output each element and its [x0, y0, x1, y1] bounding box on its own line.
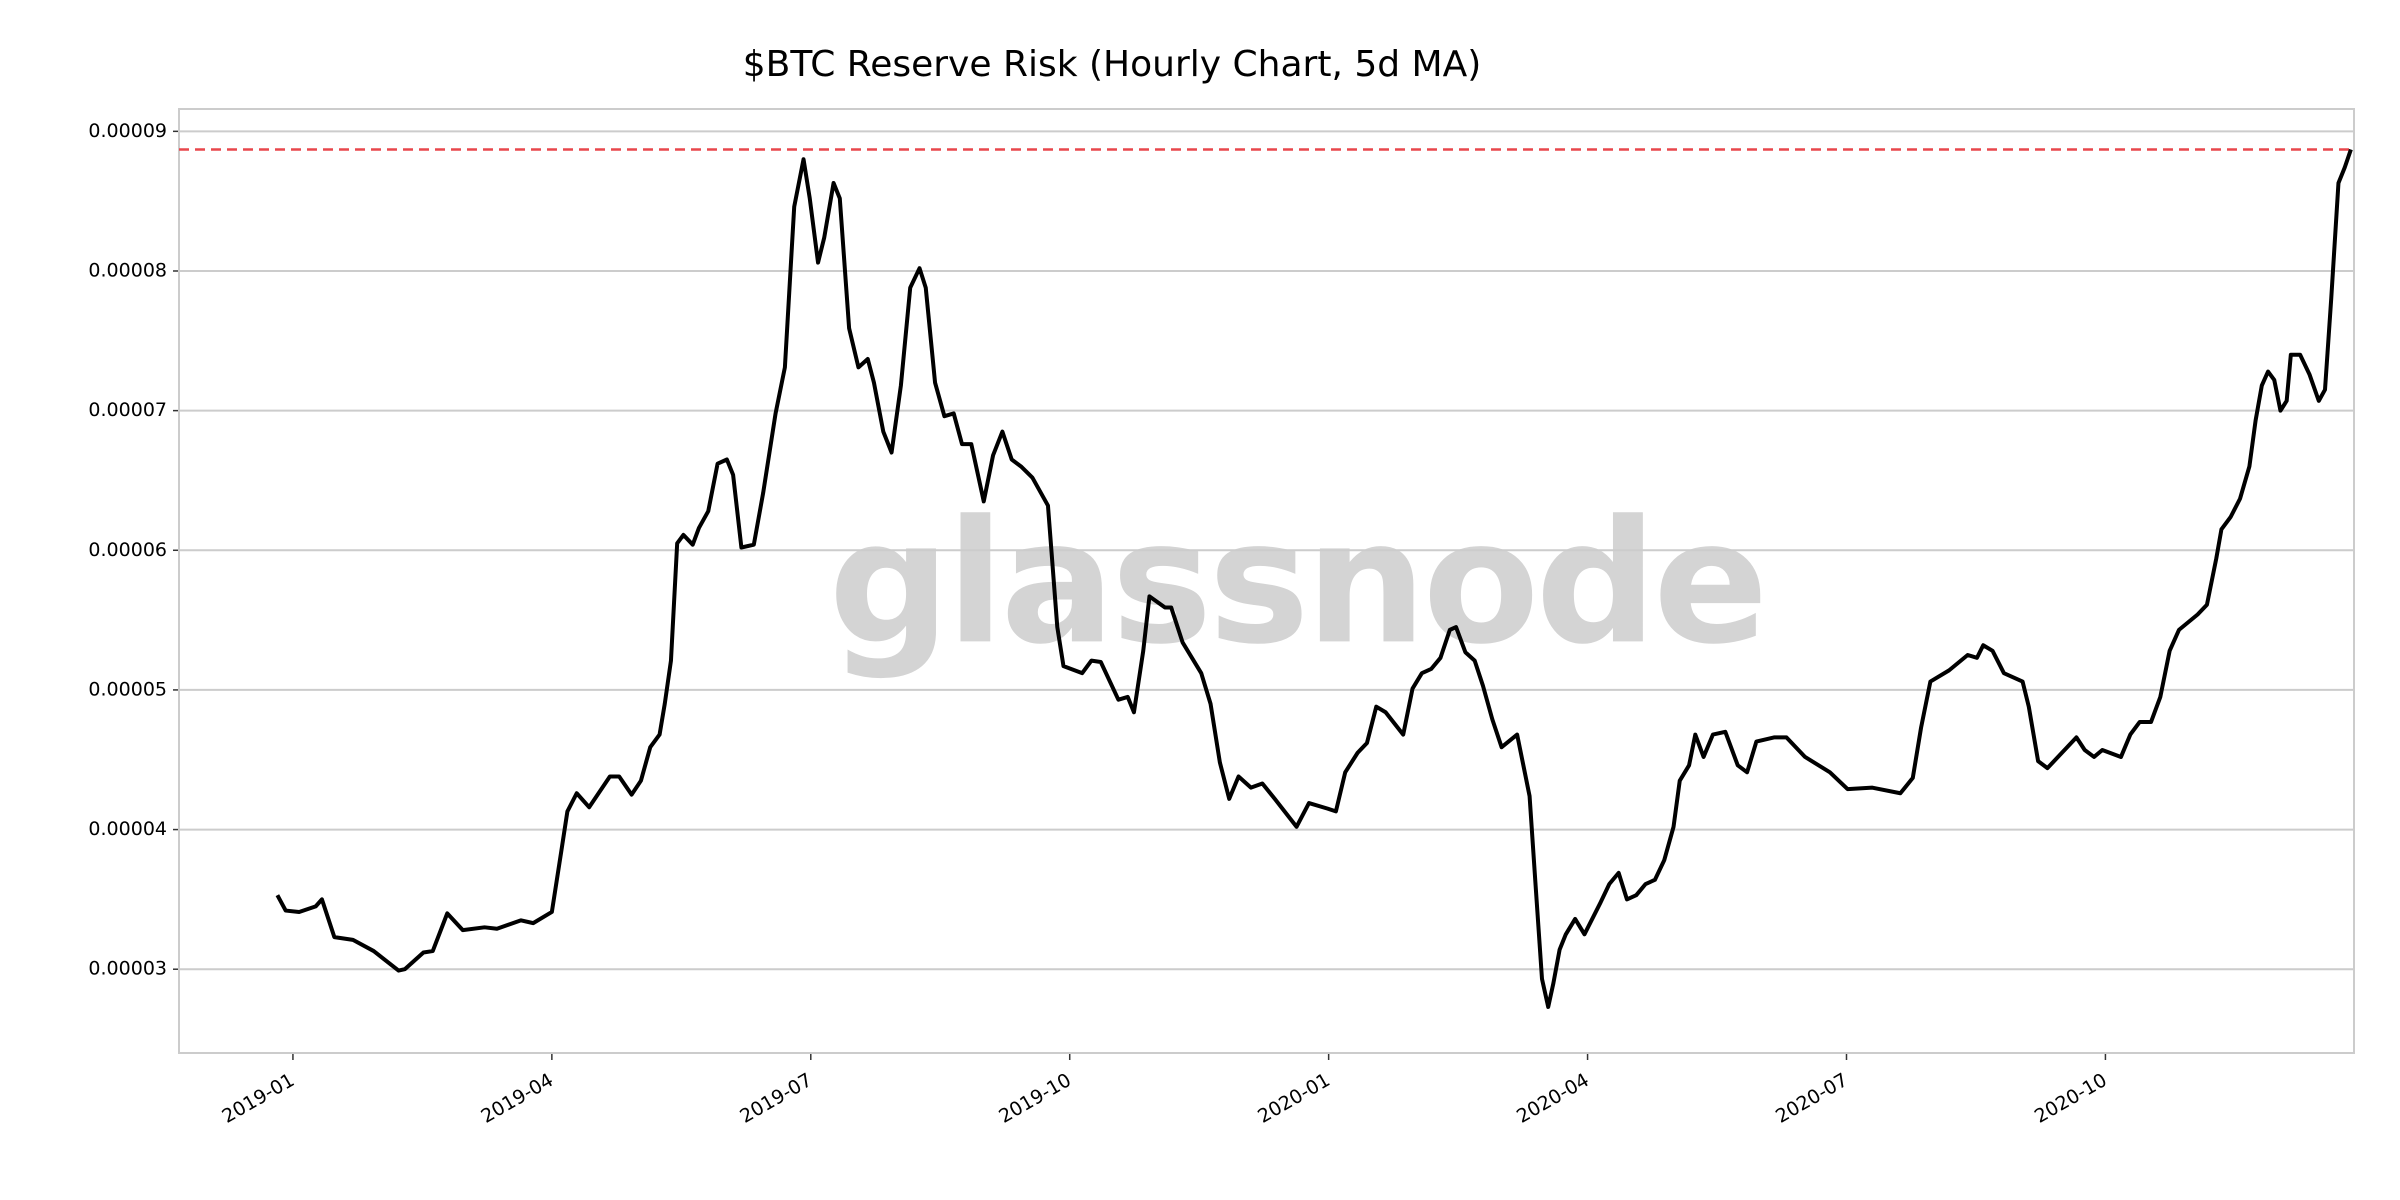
- y-tick-label: 0.00007: [88, 399, 167, 421]
- y-tick-label: 0.00005: [88, 678, 167, 700]
- watermark: glassnode: [829, 484, 1765, 682]
- y-tick-label: 0.00009: [88, 120, 167, 142]
- chart-title: $BTC Reserve Risk (Hourly Chart, 5d MA): [743, 44, 1482, 85]
- y-tick-label: 0.00004: [88, 818, 167, 840]
- plot-frame: [178, 108, 2355, 1054]
- data-line: [275, 148, 2353, 1009]
- y-tick-label: 0.00003: [88, 958, 167, 980]
- y-tick-label: 0.00008: [88, 259, 167, 281]
- y-tick-label: 0.00006: [88, 539, 167, 561]
